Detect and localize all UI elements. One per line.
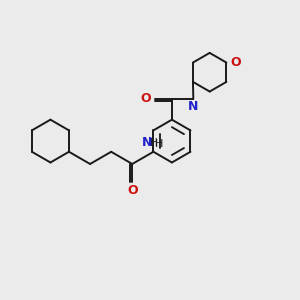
Text: H: H — [149, 138, 157, 148]
Text: N: N — [188, 100, 199, 113]
Text: H: H — [155, 140, 163, 149]
Text: O: O — [140, 92, 151, 106]
Text: N: N — [142, 136, 152, 149]
Text: O: O — [231, 56, 241, 69]
Text: O: O — [127, 184, 138, 197]
